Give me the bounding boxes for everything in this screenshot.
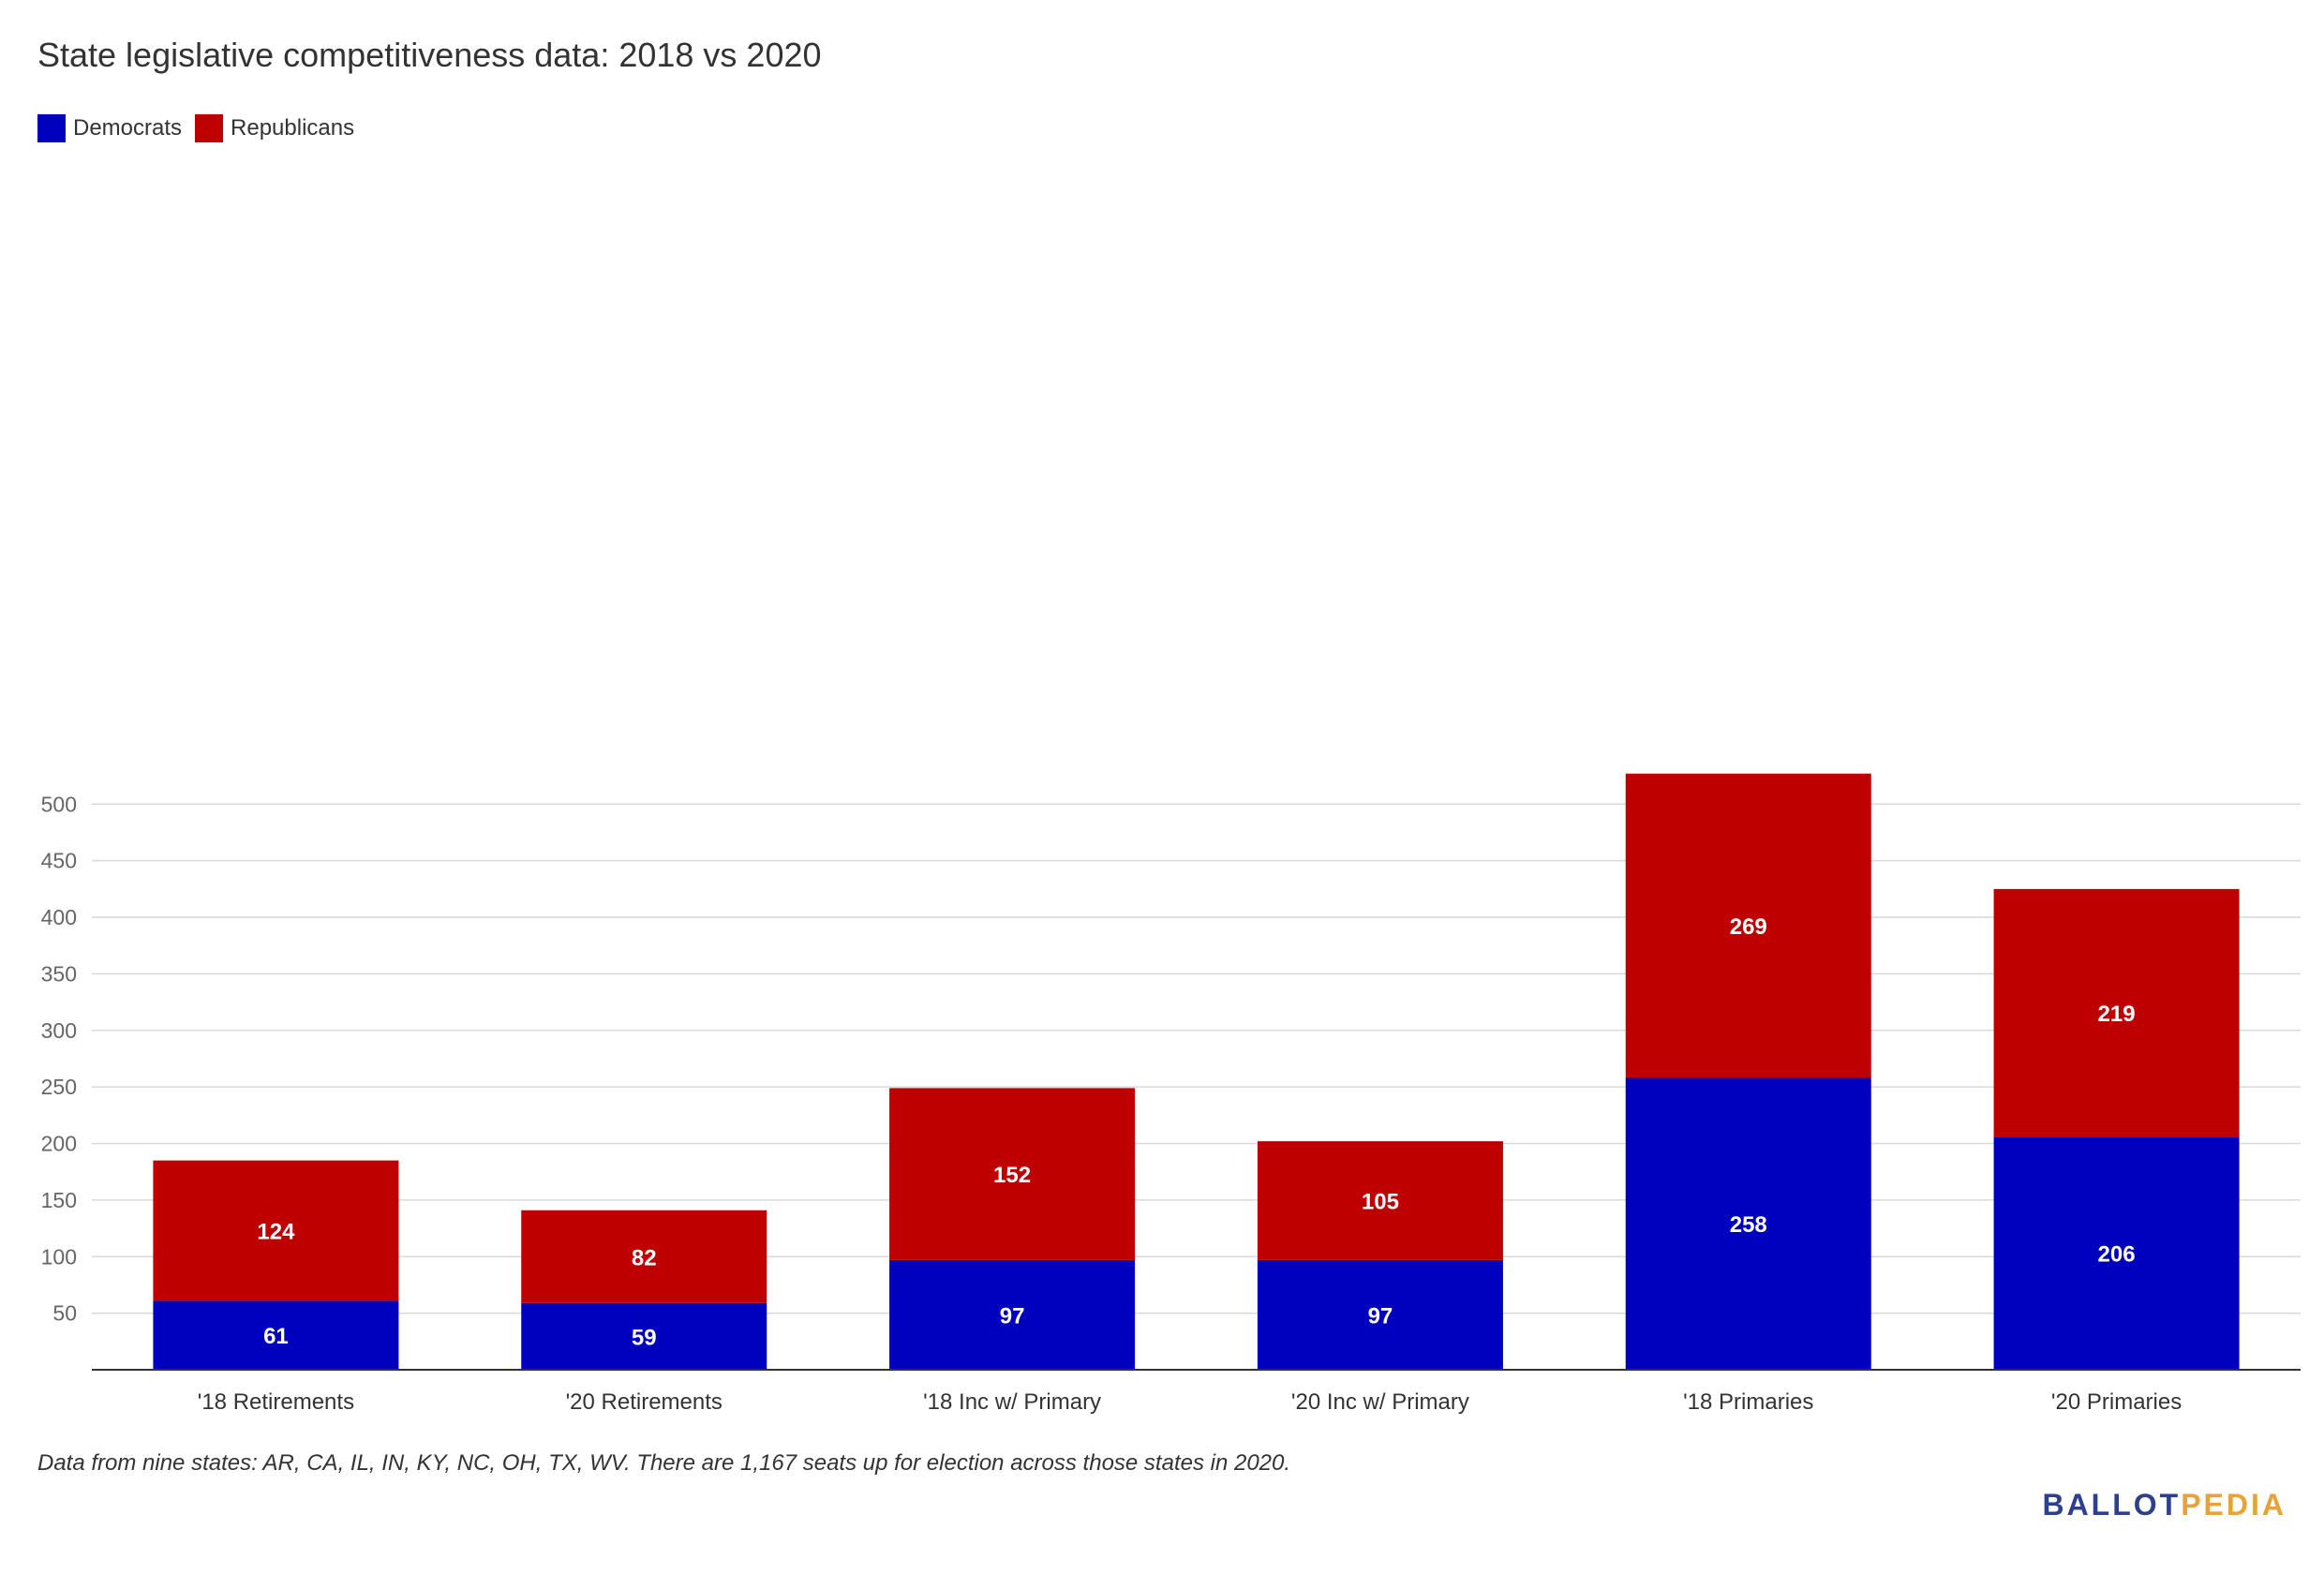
stacked-bar-chart: 50 100 150 200 250 300 350 400 450 500 61 124 '18 Re…: [41, 773, 2301, 1415]
data-label: 61: [263, 1324, 289, 1349]
footnote: Data from nine states: AR, CA, IL, IN, K…: [37, 1450, 1291, 1476]
bar-democrats-4: [1625, 1077, 1871, 1370]
ballotpedia-logo: BALLOTPEDIA: [2042, 1488, 2287, 1522]
bar-republicans-2: [889, 1088, 1136, 1260]
x-tick-label: '18 Retirements: [198, 1389, 354, 1415]
legend-item-democrats: Democrats: [37, 114, 182, 142]
legend-swatch-democrats: [37, 114, 66, 142]
data-label: 258: [1730, 1212, 1767, 1238]
x-tick-label: '18 Inc w/ Primary: [923, 1389, 1101, 1415]
x-tick-label: '20 Retirements: [566, 1389, 723, 1415]
y-tick-label: 450: [41, 849, 77, 873]
data-label: 124: [257, 1219, 295, 1244]
data-label: 206: [2098, 1242, 2136, 1268]
bar-republicans-5: [1993, 888, 2240, 1137]
x-tick-label: '20 Inc w/ Primary: [1291, 1389, 1469, 1415]
data-label: 82: [632, 1245, 657, 1270]
data-label: 269: [1730, 914, 1767, 940]
bar-republicans-1: [521, 1210, 767, 1303]
legend-label-democrats: Democrats: [73, 115, 183, 141]
bar-democrats-5: [1993, 1136, 2240, 1370]
y-tick-label: 50: [52, 1301, 77, 1326]
bar-republicans-3: [1257, 1141, 1503, 1260]
bar-democrats-0: [153, 1300, 399, 1370]
data-label: 105: [1362, 1189, 1399, 1214]
bar-republicans-0: [153, 1160, 399, 1301]
bar-democrats-1: [521, 1302, 767, 1370]
data-label: 219: [2098, 1002, 2136, 1027]
x-tick-label: '20 Primaries: [2051, 1389, 2182, 1415]
y-tick-label: 400: [41, 905, 77, 929]
bar-democrats-2: [889, 1259, 1136, 1370]
chart-title: State legislative competitiveness data: …: [37, 36, 822, 74]
y-tick-label: 150: [41, 1188, 77, 1212]
legend: Democrats Republicans: [37, 114, 367, 142]
data-label: 97: [1000, 1303, 1025, 1329]
legend-swatch-republicans: [195, 114, 224, 142]
data-label: 152: [993, 1163, 1031, 1188]
x-tick-label: '18 Primaries: [1683, 1389, 1813, 1415]
y-tick-label: 300: [41, 1018, 77, 1043]
legend-label-republicans: Republicans: [231, 115, 355, 141]
y-tick-label: 250: [41, 1075, 77, 1099]
legend-item-republicans: Republicans: [195, 114, 354, 142]
data-label: 97: [1368, 1303, 1393, 1329]
bar-republicans-4: [1625, 773, 1871, 1078]
y-tick-label: 350: [41, 961, 77, 986]
y-tick-label: 200: [41, 1132, 77, 1156]
bar-democrats-3: [1257, 1259, 1503, 1370]
y-tick-label: 500: [41, 792, 77, 816]
y-tick-label: 100: [41, 1244, 77, 1269]
data-label: 59: [632, 1325, 657, 1350]
